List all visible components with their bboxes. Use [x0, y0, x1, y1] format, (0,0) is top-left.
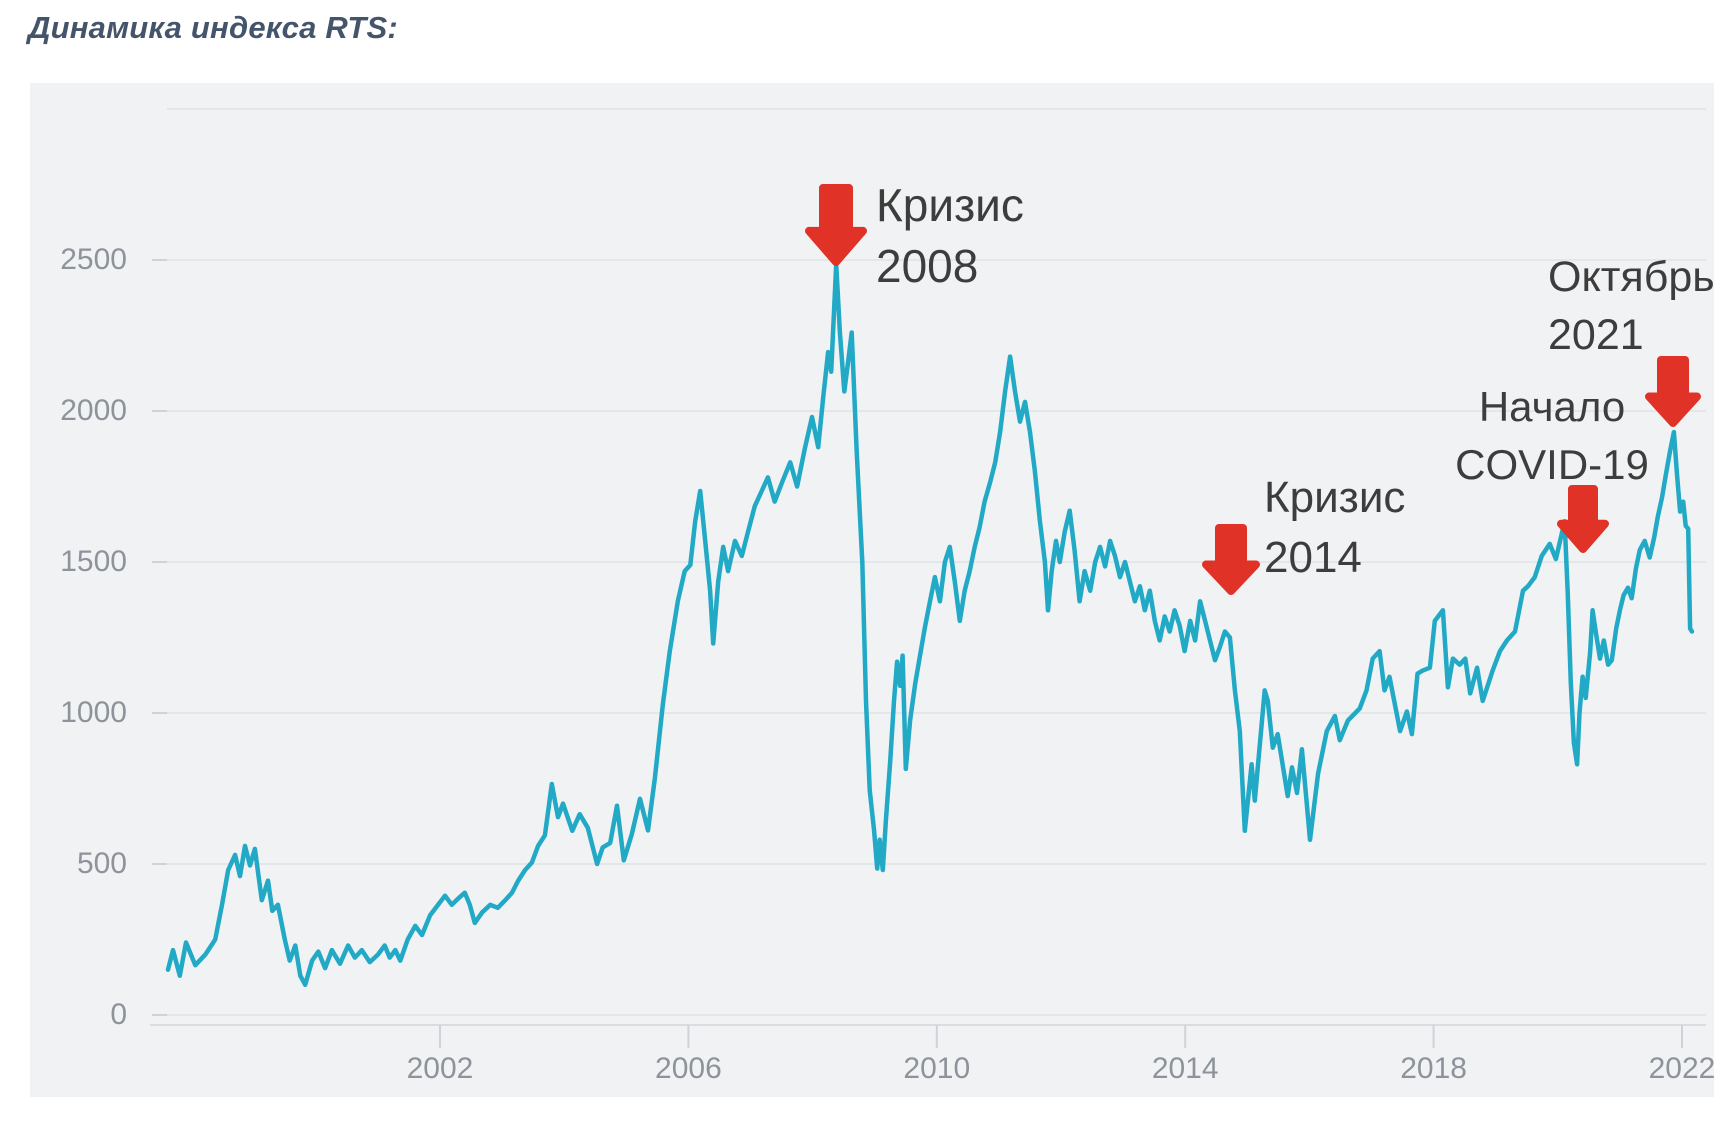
y-tick-label: 1000 [60, 696, 127, 729]
annotation-covid-start: Начало COVID-19 [1455, 378, 1649, 494]
annotation-line: 2021 [1548, 311, 1644, 359]
y-tick-label: 2000 [60, 394, 127, 427]
annotation-line: COVID-19 [1455, 441, 1649, 488]
x-tick-label: 2010 [903, 1052, 971, 1085]
annotation-line: Октябрь [1548, 253, 1715, 301]
y-tick-label: 0 [110, 998, 127, 1031]
x-tick-label: 2002 [406, 1052, 474, 1085]
down-arrow-icon [1557, 485, 1609, 553]
annotation-line: Кризис [876, 179, 1024, 231]
x-tick-label: 2006 [655, 1052, 722, 1085]
annotation-crisis-2008: Кризис 2008 [876, 175, 1024, 297]
down-arrow-icon [1645, 356, 1701, 427]
y-tick-label: 2500 [60, 243, 127, 276]
down-arrow-icon [805, 184, 867, 266]
rts-index-line [165, 262, 1695, 988]
down-arrow-icon [1202, 524, 1260, 595]
chart-panel [30, 83, 1714, 1097]
x-tick-label: 2018 [1400, 1052, 1467, 1085]
x-tick-label: 2014 [1151, 1052, 1219, 1085]
annotation-october-2021: Октябрь 2021 [1548, 248, 1715, 364]
y-tick-label: 1500 [60, 545, 127, 578]
annotation-line: Начало [1478, 383, 1626, 430]
annotation-line: 2014 [1264, 533, 1362, 582]
annotation-crisis-2014: Кризис 2014 [1264, 468, 1405, 588]
page-title: Динамика индекса RTS: [28, 10, 398, 45]
y-tick-label: 500 [76, 847, 127, 880]
annotation-line: Кризис [1264, 473, 1406, 522]
x-tick-label: 2022 [1648, 1052, 1716, 1085]
annotation-line: 2008 [876, 240, 979, 292]
